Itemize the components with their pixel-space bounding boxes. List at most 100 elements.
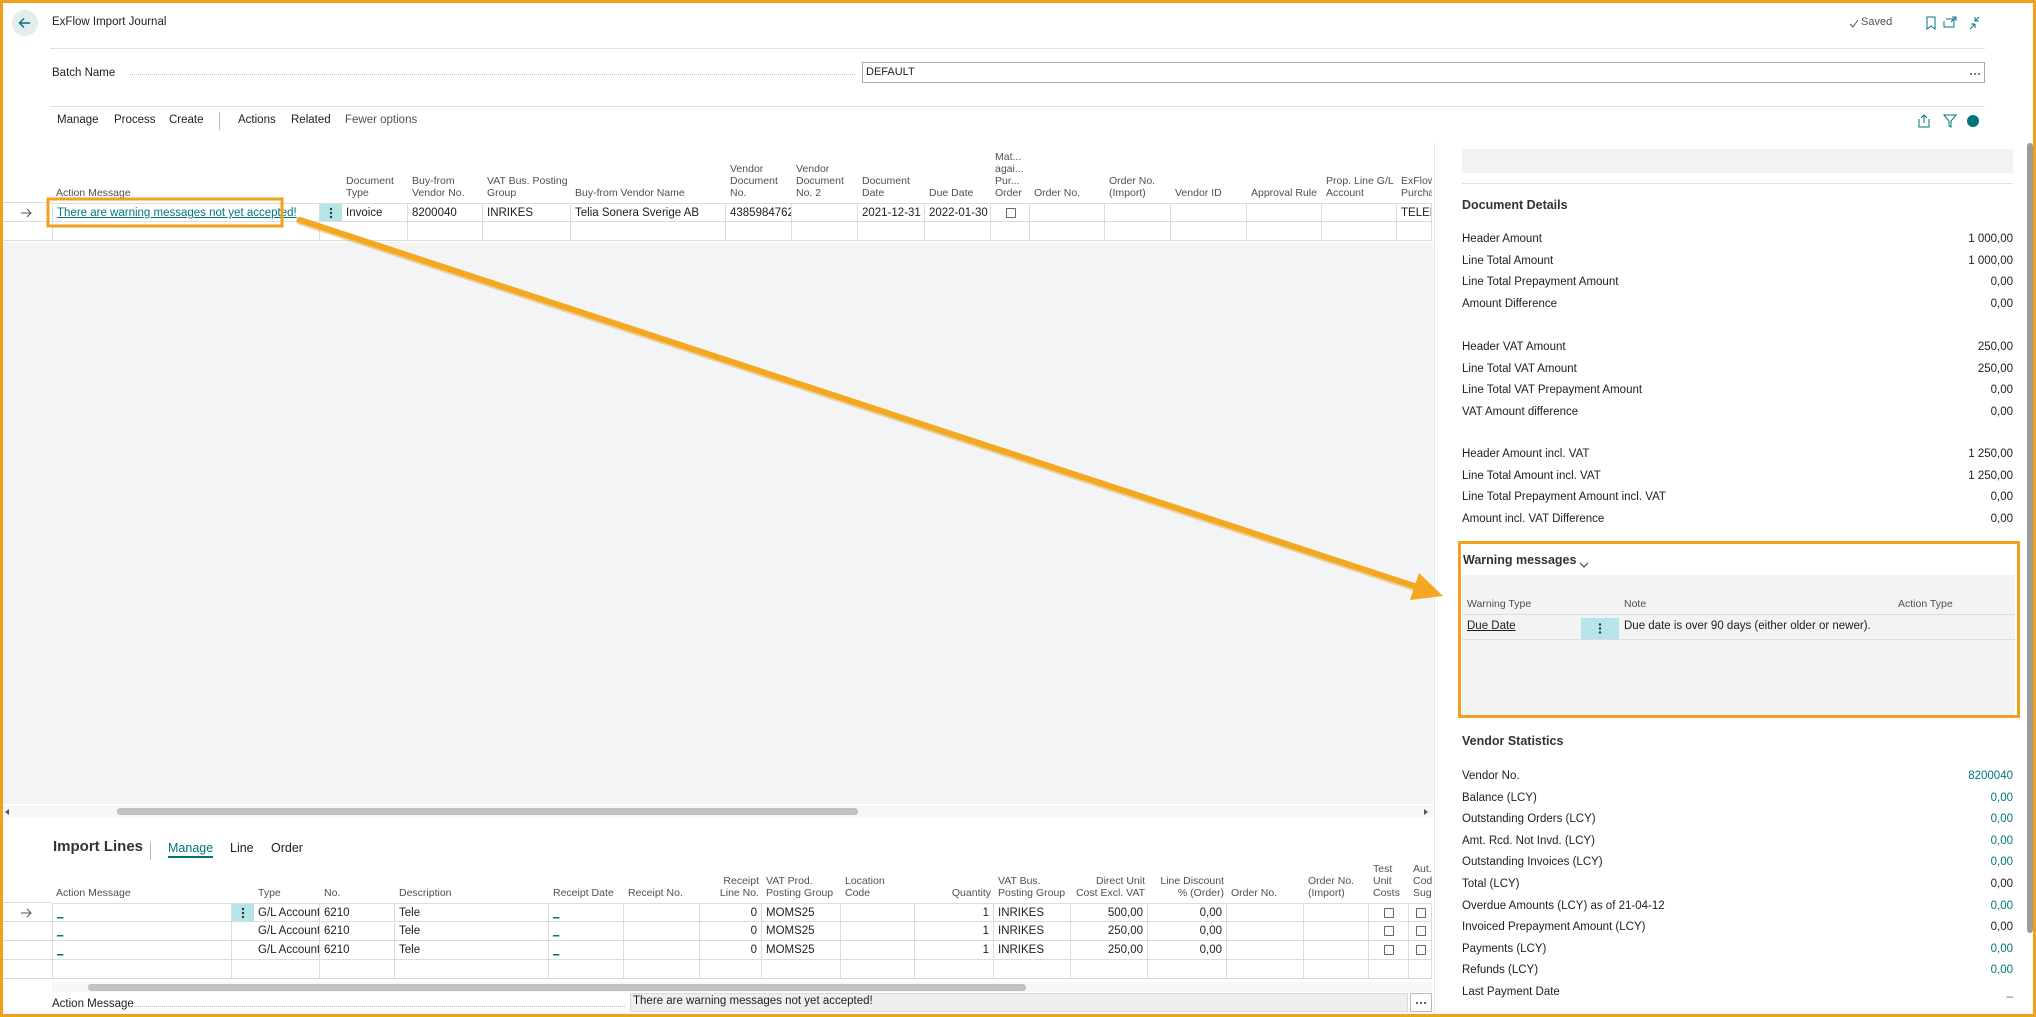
column-header[interactable]: Order No. xyxy=(1034,187,1081,199)
field-link[interactable]: 0,00 xyxy=(1990,791,2013,804)
cell-link[interactable]: _ xyxy=(553,925,560,937)
column-header[interactable]: Approval Rule xyxy=(1251,187,1317,199)
menu-item[interactable]: Related xyxy=(291,114,331,126)
cell-link[interactable]: _ xyxy=(553,907,560,919)
field-value: 0,00 xyxy=(1990,298,2013,311)
column-header[interactable]: Order No. xyxy=(1231,887,1278,899)
cell-link[interactable]: _ xyxy=(57,907,64,919)
row-menu-icon xyxy=(1581,618,1619,639)
column-header[interactable]: Prop. Line G/L Account xyxy=(1326,175,1394,199)
field-link[interactable]: 8200040 xyxy=(1968,770,2013,782)
row-indicator xyxy=(18,204,34,221)
scroll-right[interactable] xyxy=(1424,809,1428,815)
checkbox[interactable] xyxy=(1415,944,1426,955)
collapse-icon[interactable] xyxy=(1969,16,1980,30)
cell-link[interactable]: _ xyxy=(57,925,64,937)
checkbox[interactable] xyxy=(1384,925,1394,936)
column-header[interactable]: Vendor Document No. xyxy=(730,163,778,199)
checkbox[interactable] xyxy=(1415,907,1426,918)
table-cell xyxy=(1304,941,1369,960)
column-header[interactable]: Vendor Document No. 2 xyxy=(796,163,844,199)
column-header[interactable]: Direct Unit Cost Excl. VAT xyxy=(1075,875,1145,899)
column-header[interactable]: Location Code xyxy=(845,875,885,899)
cell-value: MOMS25 xyxy=(766,944,815,956)
field-link[interactable]: 0,00 xyxy=(1990,964,2013,977)
checkbox[interactable] xyxy=(1005,207,1016,218)
back-button[interactable] xyxy=(12,10,38,36)
import-lines-divider xyxy=(150,842,151,860)
v-scrollbar-thumb[interactable] xyxy=(2027,143,2033,933)
share-icon[interactable] xyxy=(1918,114,1930,128)
table-cell: 0 xyxy=(700,941,762,960)
column-header[interactable]: ExFlow Purchas xyxy=(1401,175,1432,199)
checkbox[interactable] xyxy=(1384,907,1394,918)
column-header[interactable]: Receipt No. xyxy=(628,887,683,899)
column-header[interactable]: Document Date xyxy=(862,175,910,199)
factbox-title-text[interactable]: Warning messages xyxy=(1463,553,1577,567)
field-value: 1 000,00 xyxy=(1968,254,2013,267)
checkbox[interactable] xyxy=(1415,925,1426,936)
menu-item[interactable]: Actions xyxy=(238,114,276,126)
column-header[interactable]: Quantity xyxy=(951,887,991,899)
field-link[interactable]: 0,00 xyxy=(1990,899,2013,912)
column-header[interactable]: VAT Bus. Posting Group xyxy=(487,175,568,199)
bookmark-icon[interactable] xyxy=(1926,16,1936,30)
column-header[interactable]: Order No. (Import) xyxy=(1109,175,1156,199)
column-header[interactable]: Action Message xyxy=(56,187,131,199)
column-header[interactable]: Vendor ID xyxy=(1175,187,1222,199)
checkbox[interactable] xyxy=(1384,944,1394,955)
field-link[interactable]: _ xyxy=(2006,986,2013,998)
column-header[interactable]: Mat... agai... Pur... Order xyxy=(995,152,1024,199)
menu-item[interactable]: Fewer options xyxy=(345,114,418,126)
cell-link[interactable]: _ xyxy=(57,944,64,956)
field-link[interactable]: 0,00 xyxy=(1990,813,2013,826)
subpage-tab[interactable]: Order xyxy=(271,841,303,855)
menu-item[interactable]: Manage xyxy=(57,114,99,126)
footer-more-button[interactable] xyxy=(1410,993,1432,1012)
icon-part xyxy=(1974,73,1976,75)
subpage-tab[interactable]: Line xyxy=(230,841,254,855)
column-header[interactable]: Aut... Cod... Sug... xyxy=(1413,863,1432,899)
open-new-icon[interactable] xyxy=(1943,16,1957,28)
header-divider xyxy=(50,48,1985,49)
column-header[interactable]: Buy-from Vendor Name xyxy=(575,187,685,199)
column-header[interactable]: Note xyxy=(1624,598,1647,610)
column-header[interactable]: VAT Bus. Posting Group xyxy=(998,875,1066,899)
h-scrollbar-thumb[interactable] xyxy=(117,808,858,815)
row-menu-cell[interactable] xyxy=(232,903,254,922)
row-menu-cell[interactable] xyxy=(320,203,342,222)
cell-value: G/L Account xyxy=(258,907,319,919)
column-header[interactable]: Action Message xyxy=(56,887,131,899)
cell-link[interactable]: _ xyxy=(553,944,560,956)
h-scrollbar-thumb[interactable] xyxy=(88,984,1026,991)
column-header[interactable]: Test Unit Costs xyxy=(1373,863,1400,899)
column-header[interactable]: Receipt Date xyxy=(553,887,614,899)
column-header[interactable]: Due Date xyxy=(929,187,974,199)
column-header[interactable]: Type xyxy=(258,887,281,899)
row-menu-cell[interactable] xyxy=(1581,618,1619,639)
column-header[interactable]: Warning Type xyxy=(1467,598,1532,610)
column-header[interactable]: Action Type xyxy=(1898,598,1953,610)
subpage-tab[interactable]: Manage xyxy=(168,841,214,858)
menu-item[interactable]: Process xyxy=(114,114,156,126)
scroll-left[interactable] xyxy=(5,809,9,815)
cell-link[interactable]: There are warning messages not yet accep… xyxy=(57,207,297,219)
column-header[interactable]: Document Type xyxy=(346,175,394,199)
column-header[interactable]: Line Discount % (Order) xyxy=(1160,875,1224,899)
column-header[interactable]: VAT Prod. Posting Group xyxy=(766,875,834,899)
menu-item[interactable]: Create xyxy=(169,114,204,126)
batch-name-input[interactable]: DEFAULT xyxy=(862,62,1985,83)
icon xyxy=(21,208,32,218)
filter-icon[interactable] xyxy=(1942,114,1958,128)
column-header[interactable]: Description xyxy=(399,887,452,899)
table-cell xyxy=(395,960,549,979)
column-header[interactable]: No. xyxy=(324,887,341,899)
info-icon[interactable] xyxy=(1967,115,1979,127)
field-link[interactable]: 0,00 xyxy=(1990,834,2013,847)
column-header[interactable]: Receipt Line No. xyxy=(719,875,759,899)
column-header[interactable]: Buy-from Vendor No. xyxy=(412,175,465,199)
field-link[interactable]: 0,00 xyxy=(1990,856,2013,869)
field-link[interactable]: 0,00 xyxy=(1990,942,2013,955)
column-header[interactable]: Order No. (Import) xyxy=(1308,875,1355,899)
cell-link[interactable]: Due Date xyxy=(1467,620,1516,632)
